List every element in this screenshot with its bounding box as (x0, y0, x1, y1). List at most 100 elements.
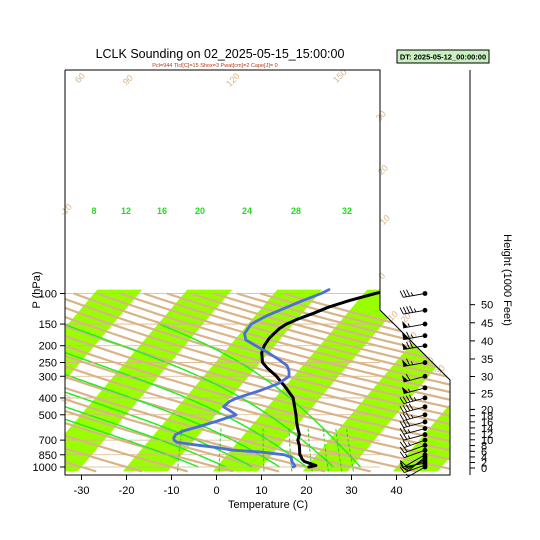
y-tick-label: 150 (39, 319, 57, 331)
wind-barb (399, 447, 428, 459)
chart-title: LCLK Sounding on 02_2025-05-15_15:00:00 (96, 47, 345, 61)
wind-barb-flag (406, 358, 411, 366)
wind-barb-staff (403, 362, 426, 367)
dry-adiabat (143, 292, 450, 473)
wind-barb-half-flag (407, 429, 411, 433)
wind-barb-staff (403, 434, 426, 441)
wind-barb-pennant (402, 321, 409, 328)
dry-adiabat (65, 292, 450, 473)
wind-barb (400, 452, 428, 467)
wind-barb (399, 437, 428, 449)
moist-adiabat (158, 323, 362, 468)
x-tick-label: 30 (345, 485, 357, 497)
mixing-ratio-line (335, 428, 343, 472)
wind-barb-flag (399, 307, 404, 315)
wind-barb-half-flag (404, 453, 408, 457)
theta-label: -10 (58, 202, 74, 218)
wind-barb-staff (403, 397, 426, 405)
wind-barb-half-flag (407, 435, 411, 439)
wind-barb (402, 358, 428, 367)
wind-barb-flag (406, 306, 411, 314)
y-tick-label: 700 (39, 435, 57, 447)
dry-adiabat (65, 292, 450, 473)
moist-adiabat (65, 418, 199, 468)
wind-barb-flag (409, 341, 414, 349)
mixing-ratio-label: 28 (291, 206, 301, 216)
wind-barb-flag (399, 433, 405, 441)
wind-barb-flag (399, 441, 405, 448)
wind-barb-flag (409, 305, 414, 313)
wind-barb-staff (403, 421, 426, 429)
wind-barb-half-flag (410, 361, 414, 365)
mixing-ratio-line (177, 428, 183, 472)
y-tick-label: 250 (39, 358, 57, 370)
wind-barb-staff (403, 387, 426, 395)
wind-barb (399, 289, 428, 298)
dry-adiabat (120, 292, 450, 473)
dry-adiabat (96, 292, 450, 473)
wind-barb-half-flag (413, 396, 417, 401)
height-tick-label: 30 (481, 372, 493, 384)
dry-adiabat (73, 292, 450, 473)
height-tick-label: 14 (481, 423, 493, 435)
dewpoint-trace (172, 288, 331, 469)
y-tick-label: 100 (39, 289, 57, 301)
wind-barb-flag (405, 404, 411, 412)
y-tick-label: 1000 (33, 462, 57, 474)
x-tick-label: -10 (164, 485, 180, 497)
y-tick-label: 300 (39, 371, 57, 383)
wind-barb-flag (402, 405, 408, 412)
wind-barb (399, 403, 428, 413)
moist-adiabat (65, 405, 226, 468)
wind-barb-flag (405, 412, 411, 420)
dry-adiabats (65, 292, 450, 473)
isobar-lines (65, 293, 380, 468)
wind-barb-pennant (401, 386, 409, 394)
theta-label: 20 (376, 163, 390, 177)
wind-barb-half-flag (410, 292, 414, 296)
theta-label: 120 (224, 71, 242, 89)
wind-barb-staff (403, 293, 426, 298)
wind-barb (402, 341, 428, 350)
wind-barb-staff (403, 428, 426, 435)
mixing-ratio-label: 12 (121, 206, 131, 216)
wind-barbs (399, 289, 428, 479)
sounding-traces (172, 288, 380, 469)
mixing-ratio-label: 8 (91, 206, 96, 216)
wind-barb-staff (405, 466, 426, 479)
wind-barb-flag (406, 289, 411, 297)
y-tick-label: 400 (39, 393, 57, 405)
wind-barb-pennant (401, 375, 409, 382)
height-tick-label: 0 (481, 463, 487, 475)
wind-barb-flag (402, 396, 408, 404)
theta-label: 30 (374, 109, 388, 123)
mixing-ratio-line (262, 428, 265, 472)
wind-barb-flag (405, 395, 411, 403)
x-tick-label: -30 (74, 485, 90, 497)
theta-label: 60 (73, 71, 87, 85)
wind-barb-staff (403, 414, 426, 421)
wind-barb (402, 321, 428, 329)
wind-barb-pennant (402, 332, 409, 340)
x-tick-label: 40 (390, 485, 402, 497)
dry-adiabat (65, 292, 450, 473)
wind-barb (399, 412, 428, 421)
wind-barb-flag (402, 440, 408, 447)
datetime-label: DT: 2025-05-12_00:00:00 (400, 53, 486, 62)
height-axis-label: Height (1000 Feet) (501, 234, 513, 326)
wind-barb-flag (408, 394, 414, 402)
wind-barb-half-flag (405, 473, 410, 477)
wind-barb-flag (399, 427, 405, 435)
wind-barb-staff (403, 309, 426, 315)
wind-barb-half-flag (407, 388, 411, 393)
dry-adiabat (65, 292, 450, 473)
wind-barb-pennant (402, 342, 409, 350)
wind-barb-flag (405, 373, 411, 381)
wind-barb (401, 385, 428, 395)
height-tick-label: 16 (481, 417, 493, 429)
plot-frame (64, 69, 451, 476)
y-tick-label: 500 (39, 410, 57, 422)
height-tick-label: 10 (481, 435, 493, 447)
wind-barb-half-flag (407, 323, 411, 327)
